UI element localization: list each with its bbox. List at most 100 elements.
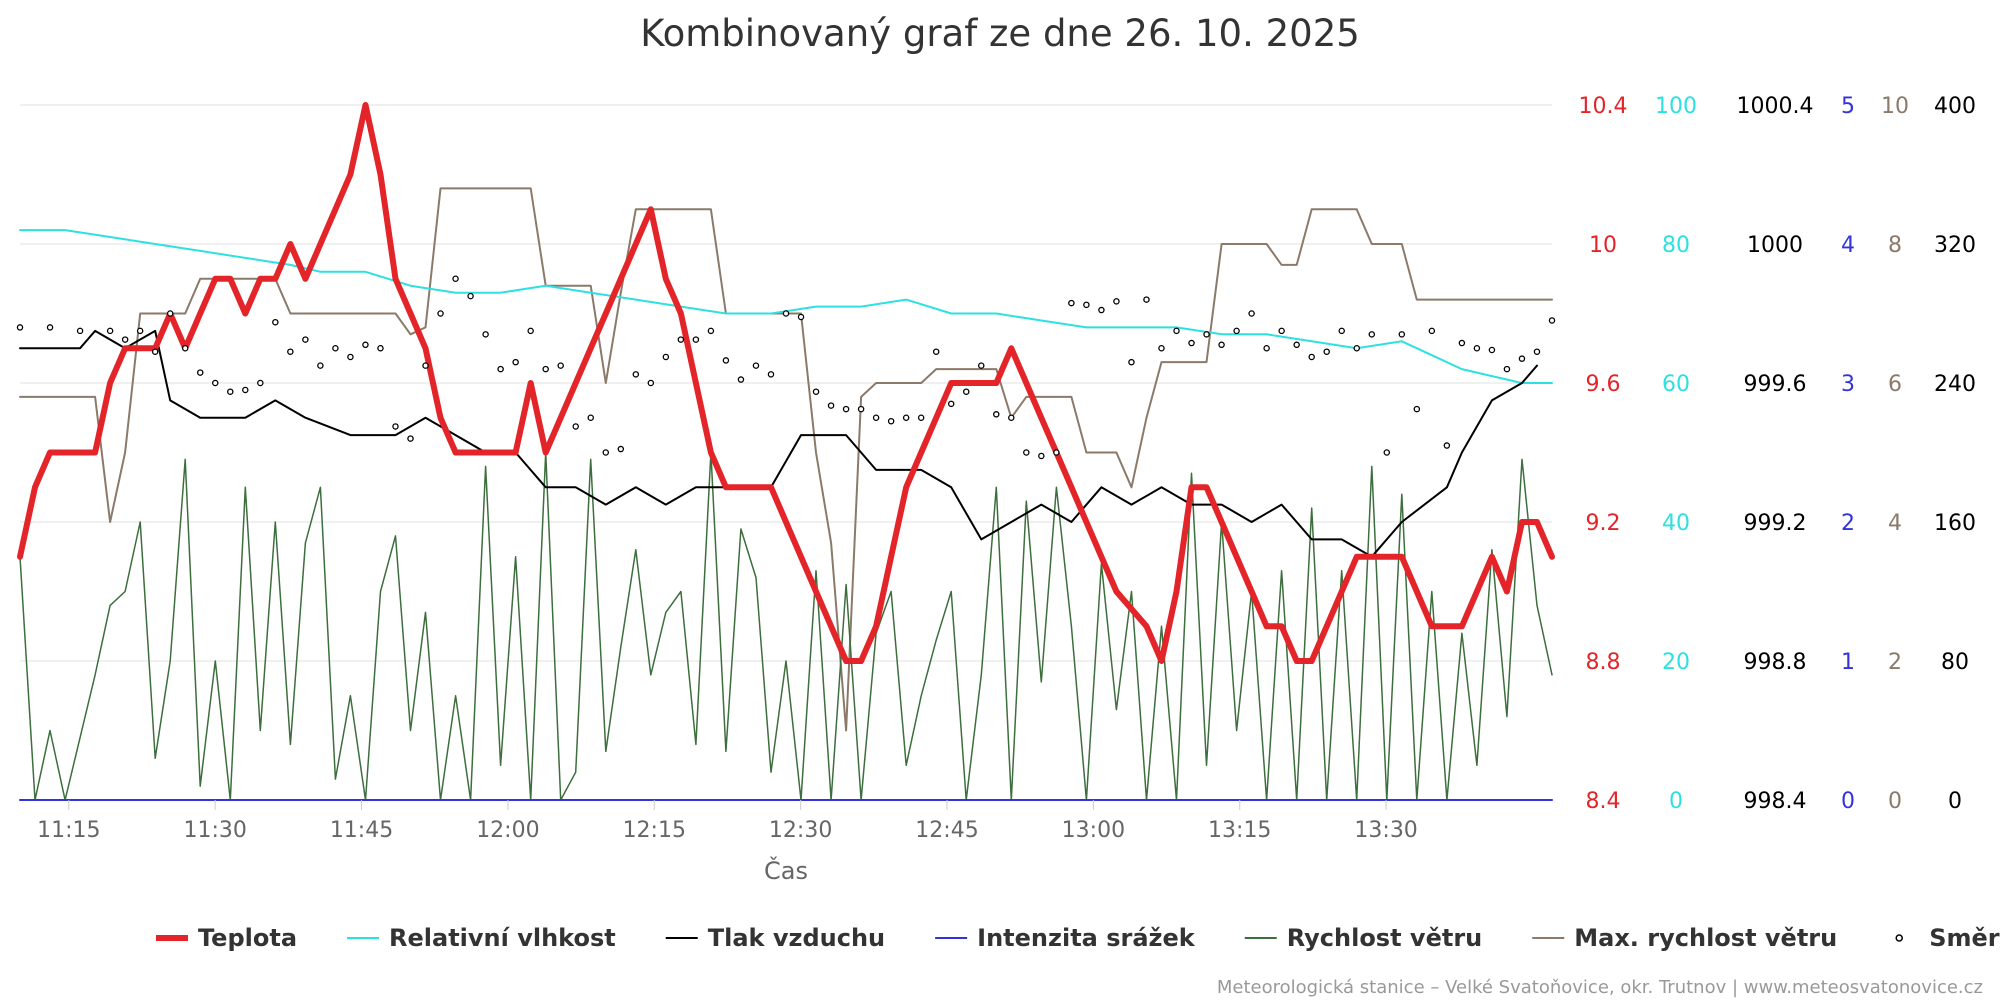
wind-direction-point [1278,327,1285,335]
y-tick-label: 40 [1662,511,1690,536]
y-tick-label: 2 [1888,650,1902,675]
wind-direction-point [257,379,264,387]
wind-direction-point [121,336,129,343]
legend-label: Směr větru [1929,924,2000,952]
wind-direction-point [407,435,414,442]
legend-item[interactable]: Teplota [156,924,297,952]
legend-item[interactable]: Směr větru [1895,924,2000,952]
wind-direction-point [797,313,805,321]
wind-direction-point [722,357,730,364]
y-tick-label: 6 [1888,372,1902,397]
wind-direction-point [452,275,459,282]
x-tick-label: 11:30 [183,818,246,843]
y-axes-labels: 8.48.89.29.61010.4020406080100998.4998.8… [1579,94,1976,814]
x-tick-label: 12:30 [769,818,832,843]
chart-title: Kombinovaný graf ze dne 26. 10. 2025 [640,12,1360,55]
wind-direction-point [1533,348,1541,355]
wind-direction-point [1038,452,1045,460]
y-tick-label: 1 [1841,650,1855,675]
legend-label: Tlak vzduchu [708,924,885,952]
series-line-teplota [17,102,1555,664]
wind-direction-point [1143,296,1150,303]
wind-direction-point [332,344,339,352]
y-tick-label: 4 [1888,511,1902,536]
wind-direction-point [857,405,865,413]
wind-direction-point [1293,341,1300,349]
x-tick-label: 12:15 [623,818,686,843]
wind-direction-point [677,336,685,343]
wind-direction-point [962,388,970,395]
legend-item[interactable]: Max. rychlost větru [1532,924,1837,952]
y-tick-label: 8.4 [1586,789,1621,814]
wind-direction-point [557,362,564,369]
wind-direction-point [106,327,114,335]
y-tick-label: 100 [1655,94,1697,119]
wind-direction-point [782,310,790,317]
wind-direction-point [272,318,279,326]
y-tick-label: 240 [1934,372,1976,397]
wind-direction-point [647,379,655,387]
wind-direction-point [827,402,835,409]
y-tick-label: 400 [1934,94,1976,119]
wind-direction-point [737,376,745,383]
credit-text[interactable]: Meteorologická stanice – Velké Svatoňovi… [1217,977,1983,998]
wind-direction-point [1518,355,1526,362]
legend-label: Relativní vlhkost [389,924,616,952]
wind-direction-point [467,292,474,300]
wind-direction-point [1053,449,1060,456]
y-tick-label: 1000 [1747,233,1803,258]
y-tick-label: 0 [1888,789,1902,814]
x-tick-label: 13:30 [1354,818,1417,843]
wind-direction-point [812,388,820,395]
wind-direction-point [76,327,84,335]
legend-symbol [1895,934,1903,942]
x-tick-label: 11:45 [330,818,393,843]
x-axis: 11:15 11:30 11:45 12:00 12:15 12:30 12:45 13:00… [37,800,1418,843]
legend-label: Teplota [198,924,297,952]
legend-item[interactable]: Rychlost větru [1244,924,1483,952]
series-line-rychlost-v-tru [19,451,1553,801]
wind-direction-point [212,379,219,387]
wind-direction-point [1323,348,1330,355]
wind-direction-point [1023,449,1030,456]
y-tick-label: 10 [1589,233,1617,258]
wind-direction-point [842,405,850,413]
y-tick-label: 998.8 [1744,650,1807,675]
legend-item[interactable]: Relativní vlhkost [347,924,616,952]
wind-direction-point [1173,327,1180,335]
wind-direction-point [166,310,174,317]
wind-direction-point [1233,327,1240,335]
y-tick-label: 1000.4 [1737,94,1814,119]
wind-direction-point [978,362,985,369]
wind-direction-point [527,327,534,335]
legend-label: Rychlost větru [1287,924,1483,952]
y-tick-label: 0 [1948,789,1962,814]
wind-direction-point [392,423,399,430]
wind-direction-point [1443,442,1451,449]
y-tick-label: 5 [1841,94,1855,119]
legend-item[interactable]: Intenzita srážek [935,924,1196,952]
wind-direction-point [1398,331,1406,338]
wind-direction-point [1488,346,1496,354]
series-line-max-rychlost-v-tru [19,187,1553,732]
y-tick-label: 0 [1669,789,1683,814]
wind-direction-point [1083,301,1090,309]
wind-direction-point [422,362,429,369]
legend-item[interactable]: Tlak vzduchu [665,924,885,952]
wind-direction-point [1383,449,1391,456]
wind-direction-point [1188,339,1195,347]
wind-direction-point [902,414,910,421]
wind-direction-point [1503,365,1511,373]
wind-direction-point [1128,358,1135,366]
x-tick-label: 13:15 [1208,818,1271,843]
y-tick-label: 9.2 [1586,511,1621,536]
wind-direction-point [707,327,715,335]
wind-direction-point [1068,299,1075,307]
wind-direction-point [512,358,519,366]
y-tick-label: 4 [1841,233,1855,258]
wind-direction-point [1428,327,1436,335]
y-tick-label: 8 [1888,233,1902,258]
x-tick-label: 11:15 [37,818,100,843]
wind-direction-point [1458,339,1466,347]
